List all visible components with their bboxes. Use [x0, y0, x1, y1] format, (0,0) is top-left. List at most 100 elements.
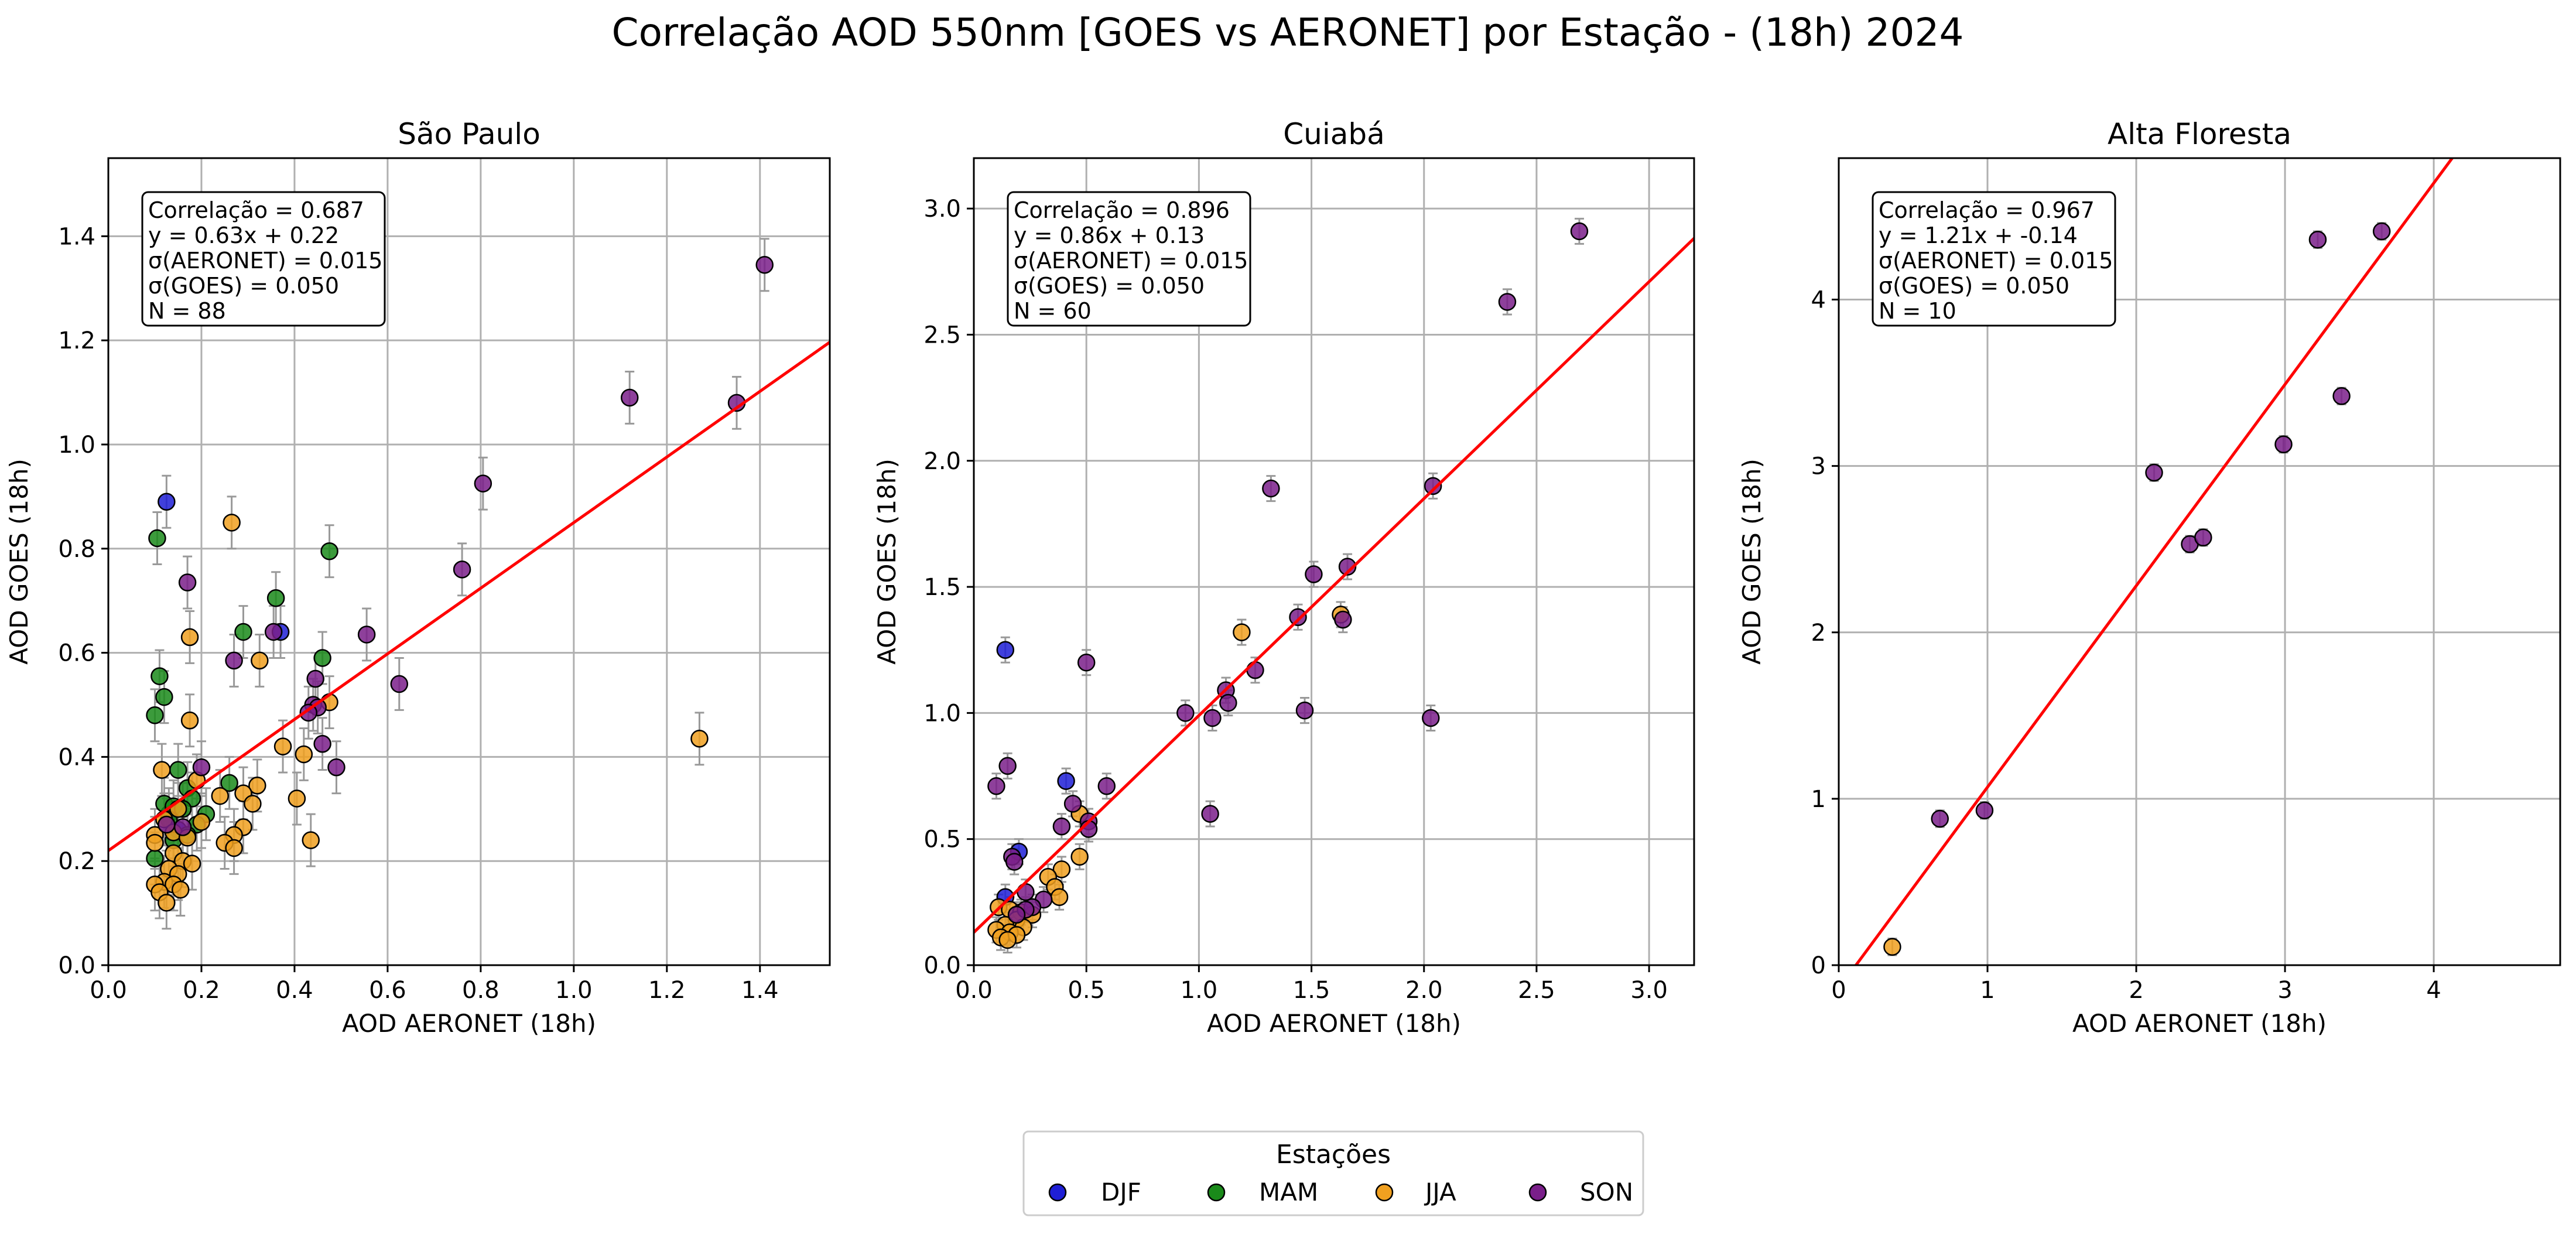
data-point-son [755, 256, 774, 274]
y-tick-label: 0.4 [58, 744, 95, 771]
x-tick-label: 1.5 [1293, 977, 1330, 1004]
stats-line: Correlação = 0.687 [148, 197, 364, 223]
y-tick-label: 3.0 [923, 196, 961, 223]
data-point-jja [1050, 888, 1069, 906]
data-point-jja [1070, 847, 1089, 866]
y-tick-label: 1 [1811, 786, 1826, 813]
legend-label-jja: JJA [1424, 1178, 1456, 1206]
stats-line: σ(AERONET) = 0.015 [148, 248, 382, 274]
data-point-jja [223, 514, 241, 532]
data-point-son [313, 734, 331, 753]
y-tick-label: 1.0 [58, 432, 95, 459]
y-tick-label: 1.0 [923, 700, 961, 727]
data-point-son [2194, 528, 2212, 547]
data-point-son [327, 758, 345, 777]
data-point-son [998, 757, 1017, 775]
data-point-mam [146, 706, 164, 724]
stats-line: N = 88 [148, 298, 226, 324]
data-point-son [192, 758, 211, 777]
data-point-mam [320, 542, 338, 560]
data-point-son [1097, 777, 1116, 795]
x-tick-label: 1.0 [555, 977, 593, 1004]
data-point-son [1334, 610, 1352, 629]
axes-frame [973, 157, 1695, 966]
stats-line: σ(AERONET) = 0.015 [1879, 248, 2113, 274]
y-axis-label: AOD GOES (18h) [5, 459, 33, 665]
legend-label-son: SON [1580, 1178, 1633, 1206]
data-point-jja [225, 839, 243, 857]
panel-alta-floresta: 0 1 2 3 4 0 1 2 3 4 Alta Floresta AOD AERONET (18h)… [1737, 117, 2561, 1038]
data-point-jja [302, 831, 320, 849]
data-point-son [1424, 477, 1442, 495]
x-tick-label: 1 [1980, 977, 1995, 1004]
regression-line [108, 341, 830, 852]
data-point-son [158, 815, 176, 834]
stats-line: σ(GOES) = 0.050 [148, 273, 339, 299]
x-tick-label: 2 [2129, 977, 2143, 1004]
legend-frame [1022, 1130, 1644, 1216]
data-point-son [1077, 654, 1096, 672]
stats-line: σ(GOES) = 0.050 [1014, 273, 1205, 299]
data-point-son [1201, 805, 1219, 823]
data-point-son [390, 675, 409, 693]
data-point-jja [171, 880, 190, 899]
data-point-djf [158, 493, 176, 511]
panel-cuiaba: 0.0 0.5 1.0 1.5 2.0 2.5 3.0 0.0 0.5 1.0 1.5 2.0 2.5 3… [873, 117, 1695, 1038]
y-tick-label: 0.6 [58, 640, 95, 667]
y-tick-label: 3 [1811, 453, 1826, 480]
y-axis-label: AOD GOES (18h) [873, 459, 901, 665]
y-tick-label: 0.5 [923, 826, 961, 853]
y-tick-label: 0.0 [923, 952, 961, 979]
x-tick-label: 1.4 [741, 977, 779, 1004]
legend: Estações DJF MAM JJA SON [1022, 1130, 1644, 1216]
data-point-mam [266, 589, 285, 607]
x-tick-label: 1.0 [1181, 977, 1218, 1004]
stats-line: y = 0.63x + 0.22 [148, 223, 339, 248]
legend-marker-mam [1207, 1183, 1226, 1202]
x-tick-label: 2.5 [1518, 977, 1555, 1004]
data-point-son [1176, 704, 1195, 722]
data-point-jja [183, 854, 201, 873]
data-point-mam [150, 667, 169, 685]
stats-line: N = 60 [1014, 298, 1092, 324]
data-point-son [1005, 853, 1024, 871]
data-point-son [1052, 817, 1071, 836]
data-point-jja [251, 651, 269, 670]
data-point-jja [690, 730, 709, 748]
stats-line: N = 10 [1879, 298, 1956, 324]
data-point-jja [288, 789, 306, 808]
panel-title: Alta Floresta [2108, 117, 2291, 151]
data-point-jja [211, 787, 230, 805]
data-point-mam [155, 688, 173, 706]
stats-line: σ(AERONET) = 0.015 [1014, 248, 1248, 274]
y-tick-label: 4 [1811, 287, 1826, 314]
data-point-jja [180, 628, 199, 647]
x-tick-label: 3.0 [1630, 977, 1668, 1004]
panel-sao-paulo: 0.0 0.2 0.4 0.6 0.8 1.0 1.2 1.4 0.0 0.2 0.4 0.6 0.8 1… [5, 117, 831, 1038]
regression-line [974, 237, 1694, 934]
x-tick-label: 0.0 [90, 977, 127, 1004]
data-point-son [1305, 565, 1323, 583]
stats-line: Correlação = 0.967 [1879, 197, 2095, 223]
figure-title: Correlação AOD 550nm [GOES vs AERONET] p… [612, 10, 1964, 55]
x-tick-label: 0.4 [276, 977, 313, 1004]
y-tick-label: 2.0 [923, 448, 961, 475]
legend-marker-son [1528, 1183, 1547, 1202]
x-tick-label: 0.2 [183, 977, 220, 1004]
data-point-jja [998, 931, 1017, 949]
data-point-son [1289, 608, 1307, 626]
y-tick-label: 0 [1811, 952, 1826, 979]
x-tick-label: 4 [2426, 977, 2441, 1004]
legend-title: Estações [1276, 1140, 1391, 1170]
data-point-mam [234, 623, 252, 641]
x-axis-label: AOD AERONET (18h) [1207, 1009, 1461, 1038]
y-tick-label: 2.5 [923, 322, 961, 348]
x-tick-label: 0.5 [1068, 977, 1105, 1004]
data-layer [1883, 222, 2391, 956]
legend-marker-djf [1048, 1183, 1067, 1202]
data-point-son [264, 623, 283, 641]
data-point-jja [153, 761, 171, 779]
x-axis-label: AOD AERONET (18h) [342, 1009, 596, 1038]
data-point-son [1498, 293, 1517, 311]
